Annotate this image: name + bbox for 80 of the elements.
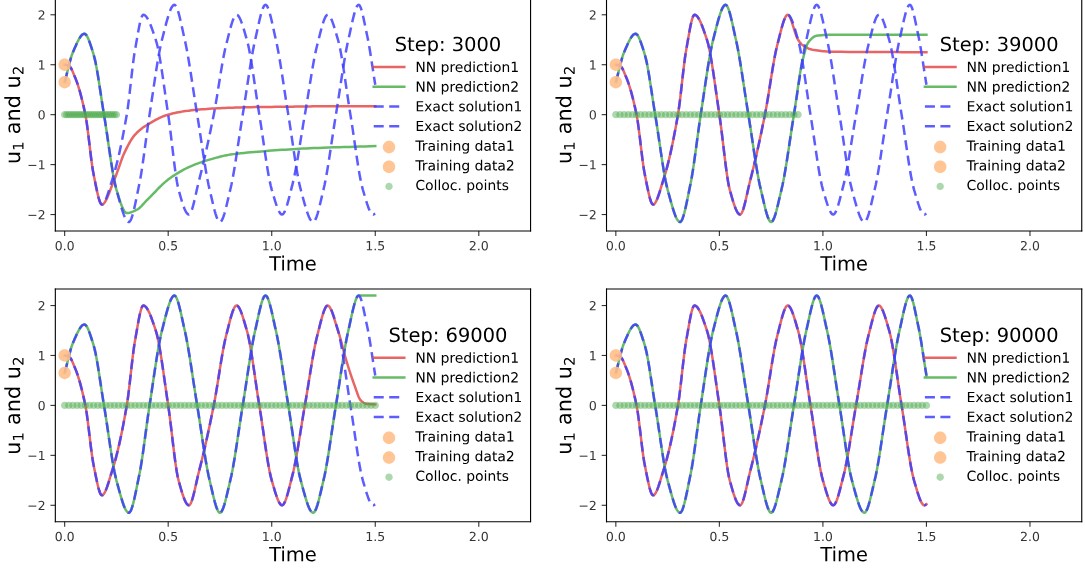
- y-axis-title: u$_{1}$ and u$_{2}$: [555, 357, 575, 454]
- legend-label: Training data1: [415, 430, 514, 445]
- y-tick-label: −2: [28, 210, 45, 220]
- x-tick-label: 1.5: [366, 531, 385, 542]
- y-tick-label: 0: [38, 110, 45, 120]
- y-axis-title: u$_{1}$ and u$_{2}$: [4, 67, 24, 163]
- y-tick-label: 1: [39, 351, 45, 361]
- legend-label: NN prediction1: [416, 352, 518, 366]
- x-tick-label: 0.5: [159, 531, 178, 542]
- legend-label: Training data1: [966, 140, 1065, 154]
- legend-label: Colloc. points: [967, 470, 1060, 484]
- y-axis-title: u$_{1}$ and u$_{2}$: [4, 357, 24, 454]
- x-tick-label: 0.0: [606, 531, 625, 542]
- y-tick-label: −1: [579, 450, 596, 461]
- legend-label: NN prediction2: [967, 81, 1069, 95]
- legend-label: Training data2: [966, 450, 1065, 465]
- y-tick-label: −2: [579, 210, 596, 220]
- x-tick-label: 0.5: [710, 240, 729, 251]
- y-tick-label: −1: [28, 160, 45, 170]
- legend-label: NN prediction1: [416, 61, 518, 75]
- legend-label: Training data2: [415, 159, 514, 174]
- legend-label: Exact solution1: [416, 100, 521, 112]
- y-tick-label: 0: [589, 400, 596, 411]
- legend-label: Exact solution2: [416, 120, 521, 132]
- x-axis-title: Time: [820, 255, 867, 271]
- legend-label: NN prediction2: [416, 81, 518, 95]
- x-axis-title: Time: [820, 546, 867, 562]
- legend-label: Training data2: [966, 159, 1065, 174]
- legend-label: Colloc. points: [416, 179, 509, 193]
- y-tick-label: −2: [28, 500, 45, 511]
- x-tick-label: 1.5: [366, 241, 385, 251]
- x-axis-title: Time: [269, 546, 316, 562]
- x-tick-label: 0.5: [159, 240, 178, 251]
- legend-label: Training data2: [415, 450, 514, 465]
- x-tick-label: 2.0: [1020, 531, 1040, 542]
- legend-label: Exact solution2: [967, 120, 1073, 132]
- legend-label: Exact solution1: [967, 100, 1073, 112]
- y-tick-label: 1: [590, 351, 596, 361]
- legend-title: Step: 90000: [941, 327, 1058, 346]
- legend-label: NN prediction1: [967, 61, 1069, 75]
- x-tick-label: 2.0: [469, 240, 488, 251]
- legend-label: Exact solution2: [416, 411, 521, 422]
- x-tick-label: 2.0: [469, 531, 488, 542]
- legend-label: Training data1: [415, 140, 514, 154]
- x-tick-label: 0.0: [55, 531, 74, 542]
- x-tick-label: 0.0: [606, 240, 625, 251]
- x-tick-label: 0.0: [55, 240, 74, 251]
- x-tick-label: 1.5: [917, 531, 936, 542]
- x-tick-label: 1.0: [814, 240, 833, 251]
- y-tick-label: −1: [28, 450, 45, 461]
- legend-label: Training data1: [966, 430, 1065, 445]
- y-tick-label: −1: [579, 160, 596, 170]
- x-tick-label: 2.0: [1020, 240, 1040, 251]
- legend-title: Step: 69000: [389, 327, 507, 346]
- x-tick-label: 1.5: [917, 241, 936, 251]
- legend-label: Colloc. points: [416, 470, 509, 484]
- y-tick-label: 1: [39, 60, 45, 70]
- legend-label: Exact solution1: [967, 391, 1073, 403]
- legend-label: Colloc. points: [967, 179, 1060, 193]
- y-tick-label: 1: [590, 60, 596, 70]
- legend-label: NN prediction2: [416, 371, 518, 386]
- y-tick-label: 2: [38, 301, 45, 311]
- legend-title: Step: 3000: [396, 36, 500, 56]
- legend-title: Step: 39000: [941, 36, 1058, 56]
- x-tick-label: 1.0: [263, 240, 281, 251]
- legend-label: Exact solution2: [967, 411, 1073, 422]
- x-tick-label: 1.0: [263, 531, 281, 542]
- y-tick-label: 2: [589, 301, 596, 311]
- legend-label: Exact solution1: [416, 391, 521, 403]
- legend-label: NN prediction2: [967, 371, 1069, 386]
- x-tick-label: 1.0: [814, 531, 833, 542]
- y-axis-title: u$_{1}$ and u$_{2}$: [555, 67, 575, 163]
- y-tick-label: 0: [589, 110, 596, 120]
- y-tick-label: 2: [589, 10, 596, 20]
- y-tick-label: −2: [579, 500, 596, 511]
- y-tick-label: 2: [38, 10, 45, 20]
- x-axis-title: Time: [269, 255, 316, 271]
- legend-label: NN prediction1: [967, 352, 1069, 366]
- y-tick-label: 0: [38, 400, 45, 411]
- x-tick-label: 0.5: [710, 531, 729, 542]
